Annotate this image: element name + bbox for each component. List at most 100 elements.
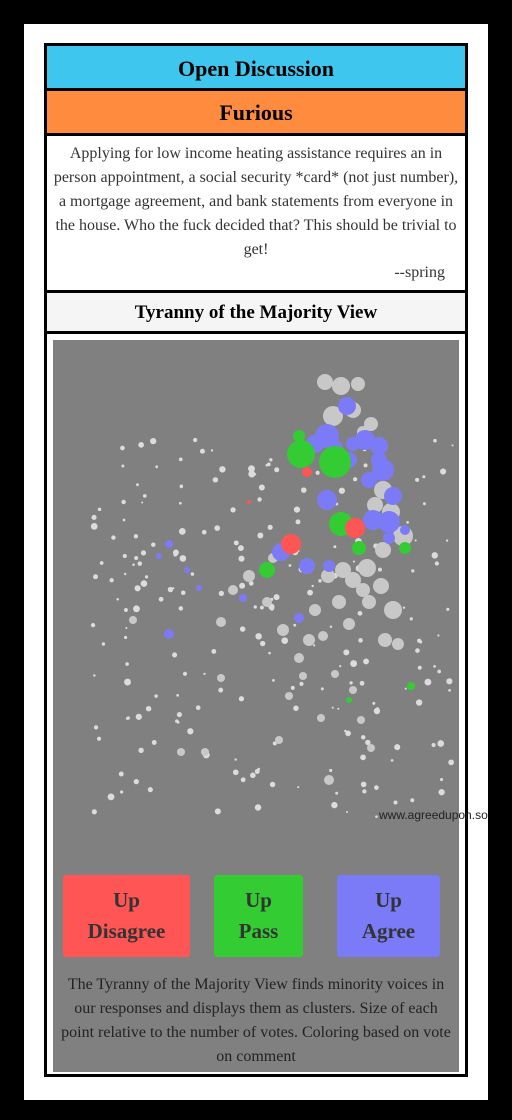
- plot-point: [214, 525, 221, 531]
- plot-point-agree: [239, 594, 247, 602]
- plot-point: [268, 651, 271, 655]
- up-pass-button[interactable]: Up Pass: [214, 875, 303, 957]
- plot-point-agree: [317, 490, 337, 510]
- plot-point: [187, 728, 194, 735]
- plot-point-neutral: [285, 692, 293, 700]
- plot-point: [411, 569, 415, 573]
- plot-point: [93, 674, 96, 677]
- plot-point: [201, 529, 207, 535]
- plot-point-agree: [299, 558, 315, 574]
- plot-point-agree: [363, 510, 383, 530]
- plot-point: [124, 678, 131, 686]
- plot-point-neutral: [216, 617, 226, 627]
- plot-point-neutral: [331, 670, 339, 678]
- view-description: The Tyranny of the Majority View finds m…: [61, 976, 451, 1065]
- plot-point: [410, 798, 415, 803]
- plot-point: [179, 484, 184, 489]
- plot-point: [158, 596, 164, 602]
- plot-point: [311, 584, 314, 588]
- plot-point: [448, 759, 455, 766]
- plot-point-agree: [323, 560, 335, 572]
- plot-point: [257, 497, 262, 502]
- plot-point: [116, 597, 119, 601]
- plot-point: [123, 572, 127, 576]
- up-agree-button[interactable]: Up Agree: [337, 875, 440, 957]
- plot-point-neutral: [378, 633, 392, 647]
- plot-point: [140, 550, 147, 556]
- plot-point: [350, 660, 358, 667]
- majority-view-panel: www.agreedupon.so Up Disagree Up Pass Up Ag…: [53, 340, 488, 1072]
- plot-point: [360, 754, 366, 761]
- plot-point-neutral: [294, 653, 304, 663]
- plot-point: [434, 561, 439, 566]
- plot-point-neutral: [129, 616, 137, 624]
- plot-point: [219, 466, 226, 473]
- plot-point: [123, 608, 128, 612]
- plot-point: [178, 528, 186, 535]
- plot-point: [250, 772, 256, 779]
- plot-point: [101, 642, 106, 646]
- plot-point: [390, 759, 394, 762]
- plot-point: [180, 590, 186, 596]
- view-title: Tyranny of the Majority View: [47, 293, 465, 334]
- plot-point: [362, 789, 367, 794]
- plot-point: [269, 606, 275, 611]
- plot-point: [331, 801, 338, 809]
- plot-point: [167, 586, 174, 593]
- plot-point-neutral: [201, 748, 209, 756]
- plot-point-pass: [346, 697, 352, 703]
- cluster-plot: [90, 374, 455, 818]
- plot-point: [307, 589, 313, 596]
- plot-point: [446, 678, 453, 685]
- plot-point: [96, 736, 102, 741]
- plot-point: [409, 617, 413, 621]
- plot-point: [91, 514, 97, 520]
- plot-point-agree: [400, 525, 410, 535]
- plot-point-agree: [378, 511, 400, 533]
- plot-point-agree: [371, 452, 387, 468]
- plot-point: [318, 579, 322, 583]
- plot-point: [173, 552, 178, 557]
- plot-point: [122, 518, 126, 522]
- plot-point: [140, 580, 148, 587]
- plot-point: [331, 706, 334, 709]
- plot-point: [134, 585, 141, 592]
- plot-point: [239, 626, 246, 632]
- plot-point-agree: [346, 437, 360, 451]
- plot-point-neutral: [228, 585, 238, 595]
- plot-point: [218, 590, 224, 597]
- up-disagree-button[interactable]: Up Disagree: [63, 875, 190, 957]
- plot-point: [437, 634, 440, 637]
- plot-point: [133, 605, 140, 613]
- plot-point-neutral: [317, 374, 333, 390]
- plot-point-agree: [184, 567, 190, 573]
- plot-point: [237, 545, 244, 552]
- plot-point: [125, 662, 129, 666]
- plot-point: [239, 582, 246, 589]
- plot-point: [394, 744, 401, 751]
- plot-point-disagree: [302, 467, 312, 477]
- plot-point-neutral: [335, 562, 351, 578]
- plot-point: [373, 707, 381, 715]
- plot-point: [297, 786, 300, 789]
- plot-point: [91, 809, 97, 815]
- plot-point: [93, 574, 98, 580]
- watermark: www.agreedupon.so: [379, 808, 488, 822]
- plot-point: [126, 716, 130, 720]
- plot-point: [176, 711, 182, 718]
- plot-point-pass: [287, 440, 315, 468]
- plot-point: [253, 605, 257, 609]
- plot-point-agree: [164, 629, 174, 639]
- plot-point: [274, 467, 280, 473]
- plot-point: [111, 535, 116, 540]
- plot-point: [154, 694, 158, 698]
- plot-point: [406, 520, 410, 524]
- plot-point: [176, 693, 180, 697]
- plot-point: [333, 545, 337, 549]
- plot-point: [193, 437, 198, 443]
- plot-point: [248, 470, 256, 478]
- plot-point-agree: [361, 472, 377, 488]
- plot-point: [335, 791, 339, 795]
- plot-point: [248, 465, 255, 473]
- plot-point: [363, 463, 368, 468]
